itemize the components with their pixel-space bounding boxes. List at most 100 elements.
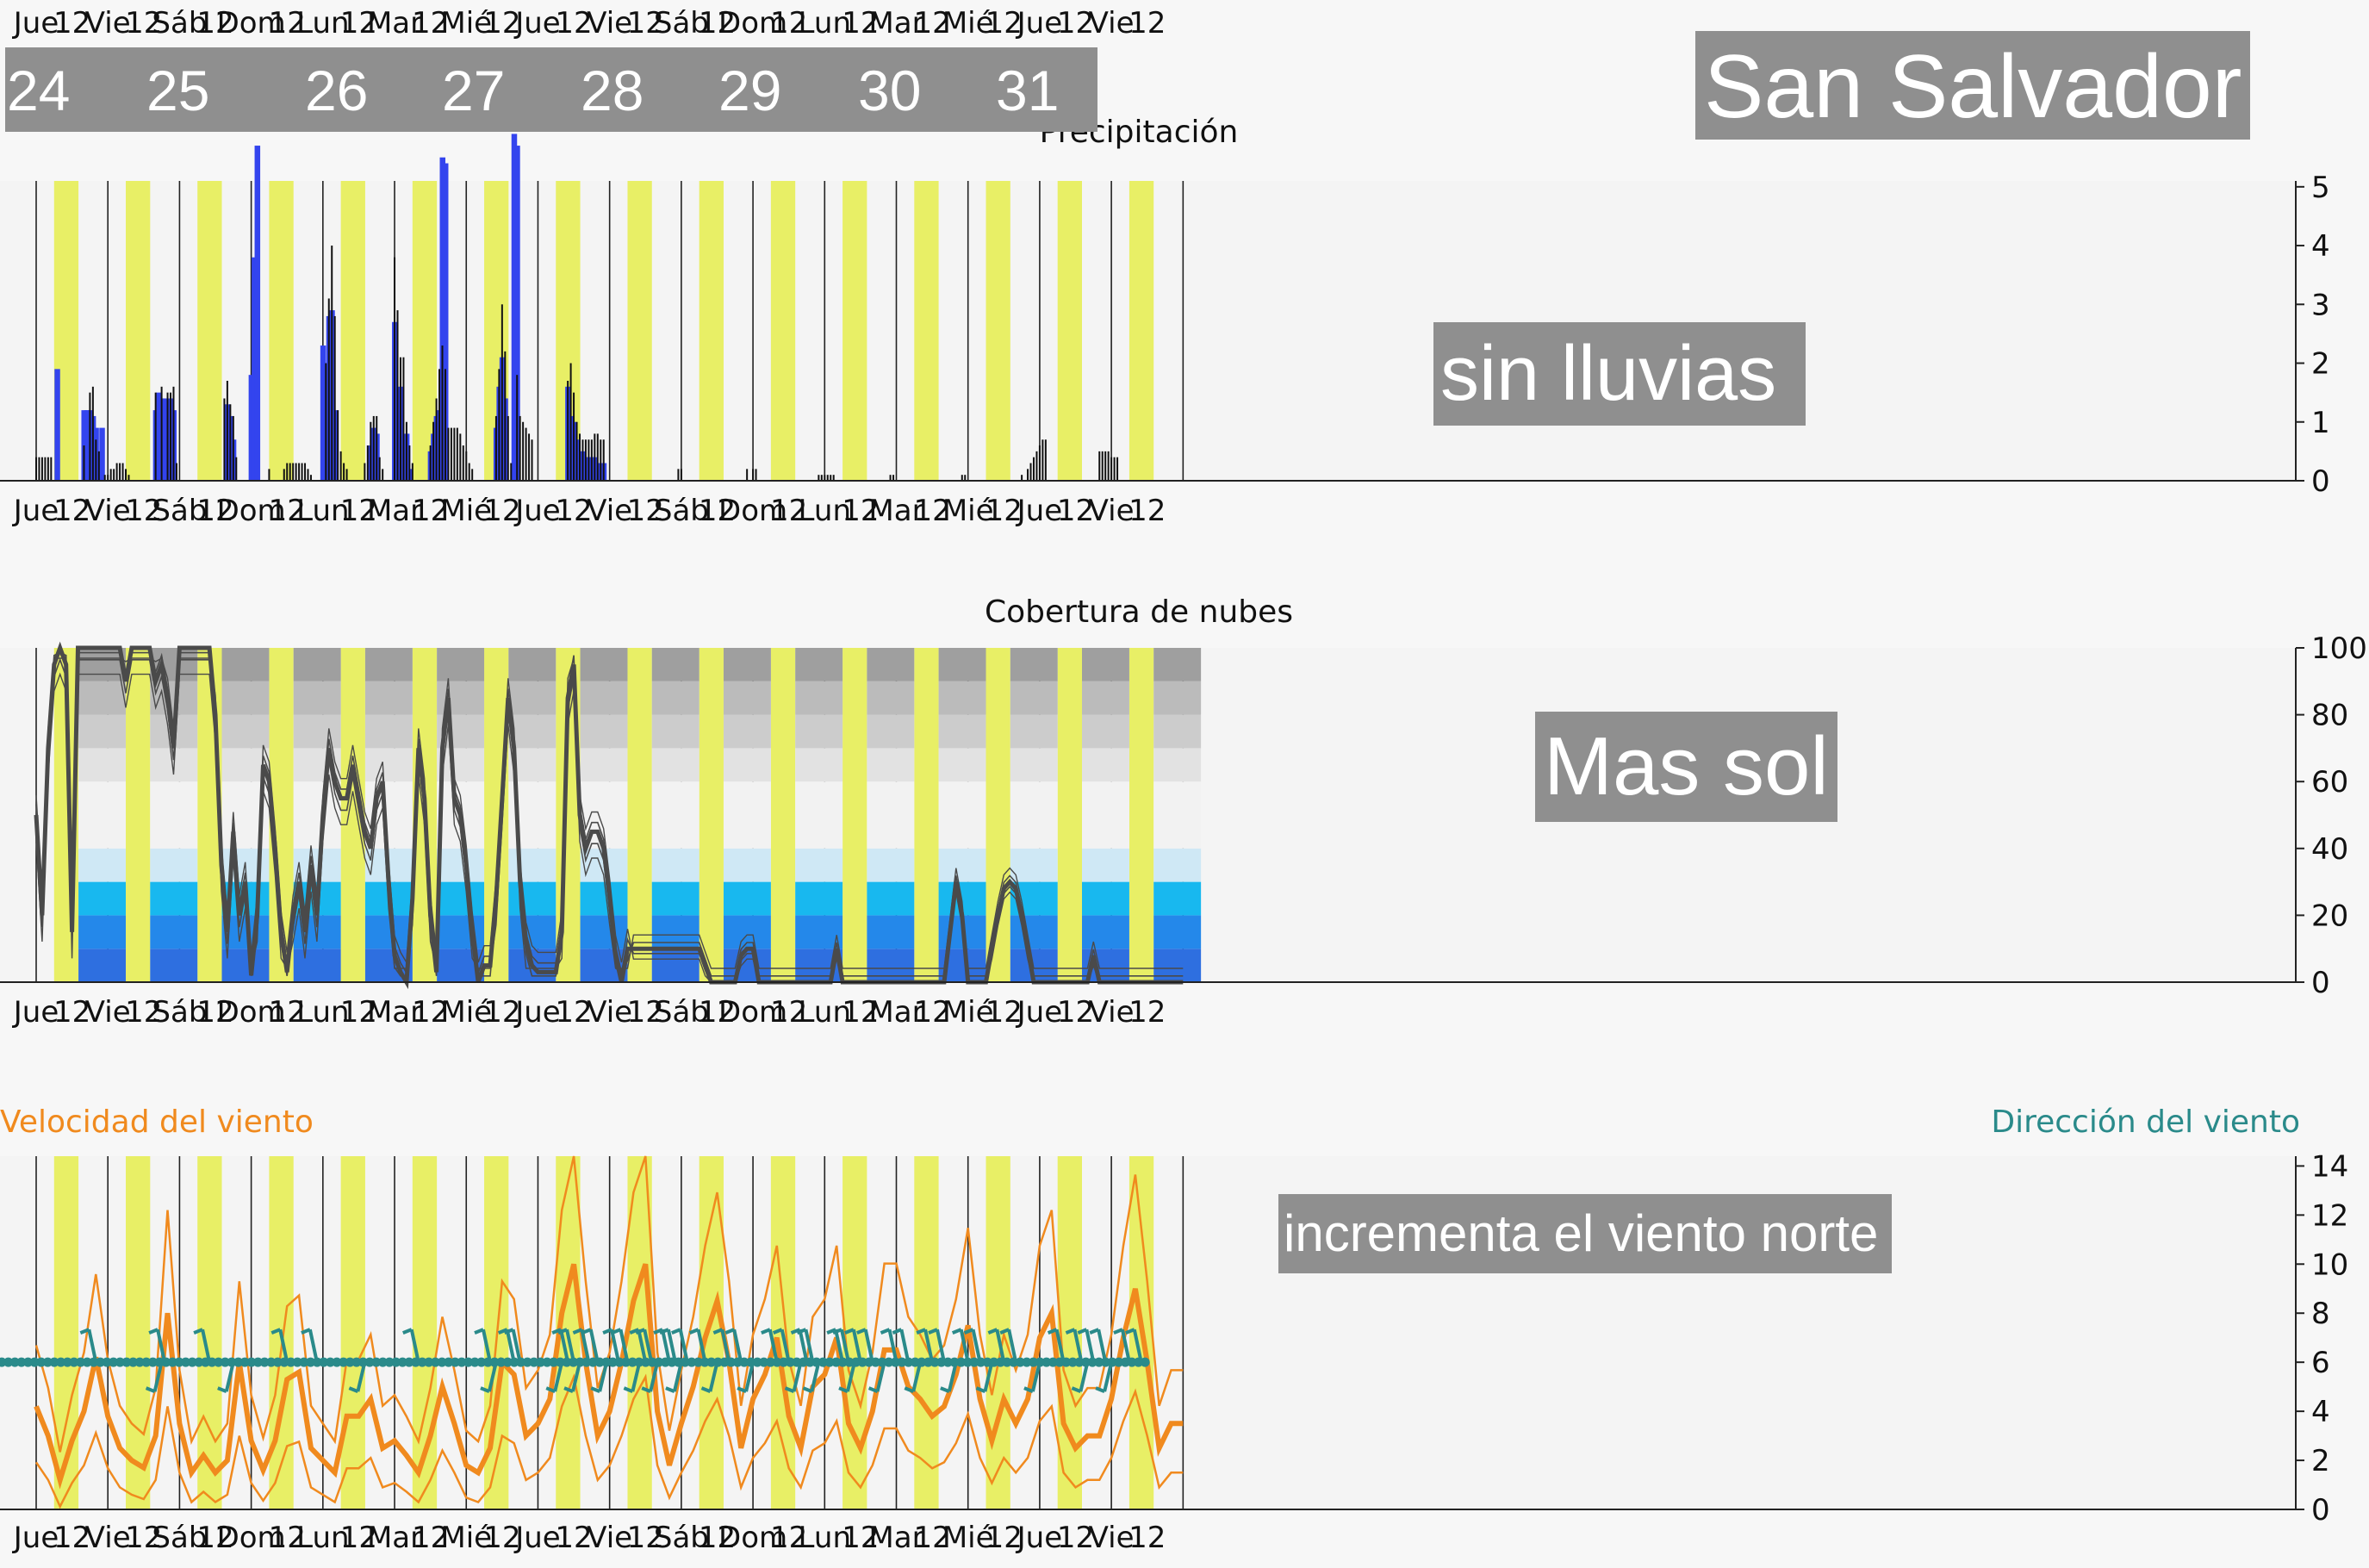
precip-axis-noon-label: 12 <box>842 494 879 528</box>
wind-direction-dot <box>134 1357 145 1367</box>
cloud-shade-band <box>1082 915 1129 949</box>
cloud-shade-band <box>508 714 556 749</box>
precip-spread-bar <box>471 469 474 481</box>
wind-direction-glyph <box>887 1328 898 1363</box>
y-tick-label: 4 <box>2311 1395 2330 1429</box>
date-label: 29 <box>718 59 782 122</box>
precip-axis-day-label: Lun <box>799 494 851 528</box>
wind-direction-glyph <box>810 1361 821 1392</box>
precip-bar <box>439 157 446 482</box>
cloud-title: Cobertura de nubes <box>985 594 1293 630</box>
top-axis-noon-label: 12 <box>483 6 520 40</box>
cloud-axis-day-label: Mar <box>367 995 422 1030</box>
cloud-shade-band <box>293 949 341 982</box>
precip-spread-bar <box>818 475 820 481</box>
wind-direction-glyph <box>653 1328 663 1335</box>
wind-direction-glyph <box>959 1328 970 1363</box>
precip-bar <box>156 392 162 481</box>
cloud-shade-band <box>938 648 986 681</box>
precip-spread-bar <box>229 404 232 481</box>
precip-spread-bar <box>438 369 441 481</box>
wind-direction-glyph <box>580 1328 591 1363</box>
cloud-shade-band <box>723 648 771 681</box>
precip-axis-noon-label: 12 <box>1057 494 1094 528</box>
cloud-shade-band <box>795 648 843 681</box>
wind-direction-glyph <box>487 1361 498 1392</box>
precip-spread-bar <box>325 363 327 481</box>
precip-spread-bar <box>115 463 118 481</box>
wind-background <box>0 1156 2296 1509</box>
wind-speed-line <box>34 1263 1184 1490</box>
wind-direction-dot <box>818 1357 828 1367</box>
cloud-shade-band <box>795 714 843 749</box>
wind-direction-glyph <box>193 1328 203 1335</box>
wind-direction-glyph <box>708 1361 719 1392</box>
wind-axis-noon-label: 12 <box>627 1521 664 1555</box>
wind-direction-dot <box>49 1357 59 1367</box>
precip-spread-bar <box>113 469 115 481</box>
precip-axis-day-label: Jue <box>12 494 59 528</box>
top-axis-noon-label: 12 <box>125 6 162 40</box>
cloud-shade-band <box>221 714 270 749</box>
wind-direction-dot <box>325 1357 335 1367</box>
date-label: 30 <box>858 59 922 122</box>
precip-spread-bar <box>50 457 53 481</box>
wind-direction-glyph <box>826 1328 836 1335</box>
wind-direction-glyph <box>732 1328 743 1363</box>
cloud-shade-band <box>1010 781 1058 815</box>
precip-spread-bar <box>531 439 533 481</box>
y-tick-label: 0 <box>2311 966 2330 1000</box>
wind-direction-glyph <box>619 1328 630 1363</box>
precip-spread-bar <box>38 457 40 481</box>
daylight-band <box>269 181 294 481</box>
wind-direction-glyph <box>744 1361 755 1392</box>
wind-direction-dot <box>286 1357 296 1367</box>
cloud-shade-band <box>938 748 986 782</box>
wind-direction-glyph <box>904 1386 914 1394</box>
wind-direction-dot <box>549 1357 559 1367</box>
precip-axis-noon-label: 12 <box>125 494 162 528</box>
wind-direction-glyph <box>834 1328 845 1363</box>
wind-direction-glyph <box>581 1328 592 1335</box>
wind-direction-dot <box>36 1357 47 1367</box>
wind-direction-glyph <box>796 1328 807 1335</box>
top-axis-noon-label: 12 <box>555 6 592 40</box>
wind-direction-glyph <box>610 1328 621 1363</box>
precip-spread-bar <box>435 398 438 481</box>
wind-direction-dot <box>1022 1357 1032 1367</box>
cloud-shade-band <box>651 881 700 916</box>
cloud-axis-noon-label: 12 <box>340 995 377 1030</box>
cloud-shade-band <box>938 681 986 715</box>
precip-spread-bar <box>1113 457 1116 481</box>
precip-axis-noon-label: 12 <box>986 494 1023 528</box>
wind-direction-glyph <box>1077 1328 1088 1335</box>
precip-axis-noon-label: 12 <box>770 494 807 528</box>
cloud-shade-band <box>508 648 556 681</box>
top-axis-day-label: Dom <box>217 6 286 40</box>
wind-annotation: incrementa el viento norte <box>1278 1194 1893 1273</box>
cloud-shade-band <box>938 815 986 849</box>
precip-spread-bar <box>127 475 130 481</box>
precip-spread-bar <box>1027 469 1029 481</box>
cloud-shade-band <box>723 748 771 782</box>
wind-direction-glyph <box>856 1328 867 1335</box>
wind-axis-day-label: Lun <box>799 1521 851 1555</box>
cloud-axis-day-label: Jue <box>513 995 561 1030</box>
wind-direction-glyph <box>832 1328 843 1335</box>
precip-spread-bar <box>600 439 602 481</box>
wind-direction-dot <box>23 1357 34 1367</box>
wind-direction-glyph <box>1030 1361 1041 1392</box>
cloud-axis-noon-label: 12 <box>555 995 592 1030</box>
cloud-shade-band <box>150 881 198 916</box>
precip-spread-bar <box>510 463 513 481</box>
precip-spread-bar <box>824 475 826 481</box>
precipitation-panel: Precipitación 012345Jue12Vie12Sáb12Dom12… <box>0 115 2330 528</box>
wind-axis-noon-label: 12 <box>53 1521 90 1555</box>
wind-axis-day-label: Jue <box>12 1521 59 1555</box>
wind-direction-glyph <box>1065 1328 1076 1335</box>
top-axis-day-label: Jue <box>1016 6 1063 40</box>
wind-direction-dot <box>82 1357 92 1367</box>
wind-direction-glyph <box>1047 1328 1058 1335</box>
precip-axis-noon-label: 12 <box>913 494 950 528</box>
precip-spread-bar <box>298 463 301 481</box>
